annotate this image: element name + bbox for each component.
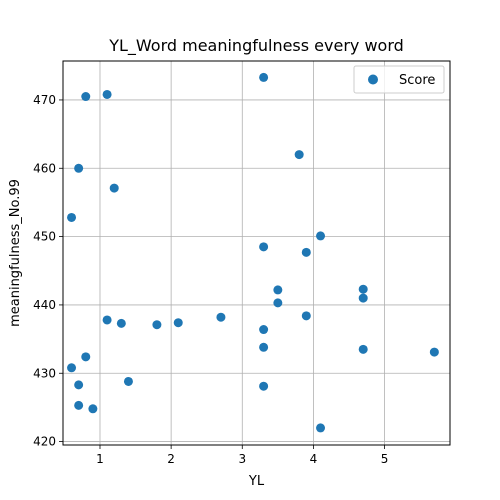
legend-marker: [368, 75, 378, 85]
y-tick-label: 460: [33, 161, 56, 175]
data-point: [88, 404, 97, 413]
legend-label: Score: [399, 73, 435, 88]
x-tick-label: 2: [167, 452, 175, 466]
y-tick-label: 470: [33, 93, 56, 107]
data-point: [81, 352, 90, 361]
legend: Score: [354, 66, 444, 93]
data-point: [152, 320, 161, 329]
data-point: [259, 73, 268, 82]
data-point: [430, 348, 439, 357]
x-tick-label: 3: [238, 452, 246, 466]
x-tick-label: 4: [310, 452, 318, 466]
data-point: [316, 231, 325, 240]
y-tick-label: 440: [33, 298, 56, 312]
x-axis-label: YL: [248, 474, 265, 489]
x-tick-label: 5: [381, 452, 389, 466]
data-point: [302, 248, 311, 257]
data-point: [117, 319, 126, 328]
chart-title: YL_Word meaningfulness every word: [108, 36, 404, 56]
data-point: [174, 318, 183, 327]
data-point: [259, 382, 268, 391]
y-tick-label: 450: [33, 230, 56, 244]
y-tick-label: 420: [33, 435, 56, 449]
y-tick-label: 430: [33, 366, 56, 380]
data-point: [216, 313, 225, 322]
data-point: [259, 343, 268, 352]
data-point: [103, 90, 112, 99]
data-point: [74, 164, 83, 173]
data-point: [359, 285, 368, 294]
data-point: [295, 150, 304, 159]
data-point: [259, 325, 268, 334]
data-point: [67, 363, 76, 372]
data-point: [302, 311, 311, 320]
data-point: [316, 423, 325, 432]
data-point: [74, 401, 83, 410]
data-point: [359, 345, 368, 354]
data-point: [273, 298, 282, 307]
data-point: [110, 184, 119, 193]
data-point: [273, 285, 282, 294]
data-point: [259, 242, 268, 251]
y-axis-label: meaningfulness_No.99: [8, 179, 23, 327]
data-point: [103, 315, 112, 324]
data-point: [74, 380, 83, 389]
data-point: [81, 92, 90, 101]
data-point: [67, 213, 76, 222]
data-point: [359, 294, 368, 303]
x-tick-label: 1: [96, 452, 104, 466]
data-point: [124, 377, 133, 386]
